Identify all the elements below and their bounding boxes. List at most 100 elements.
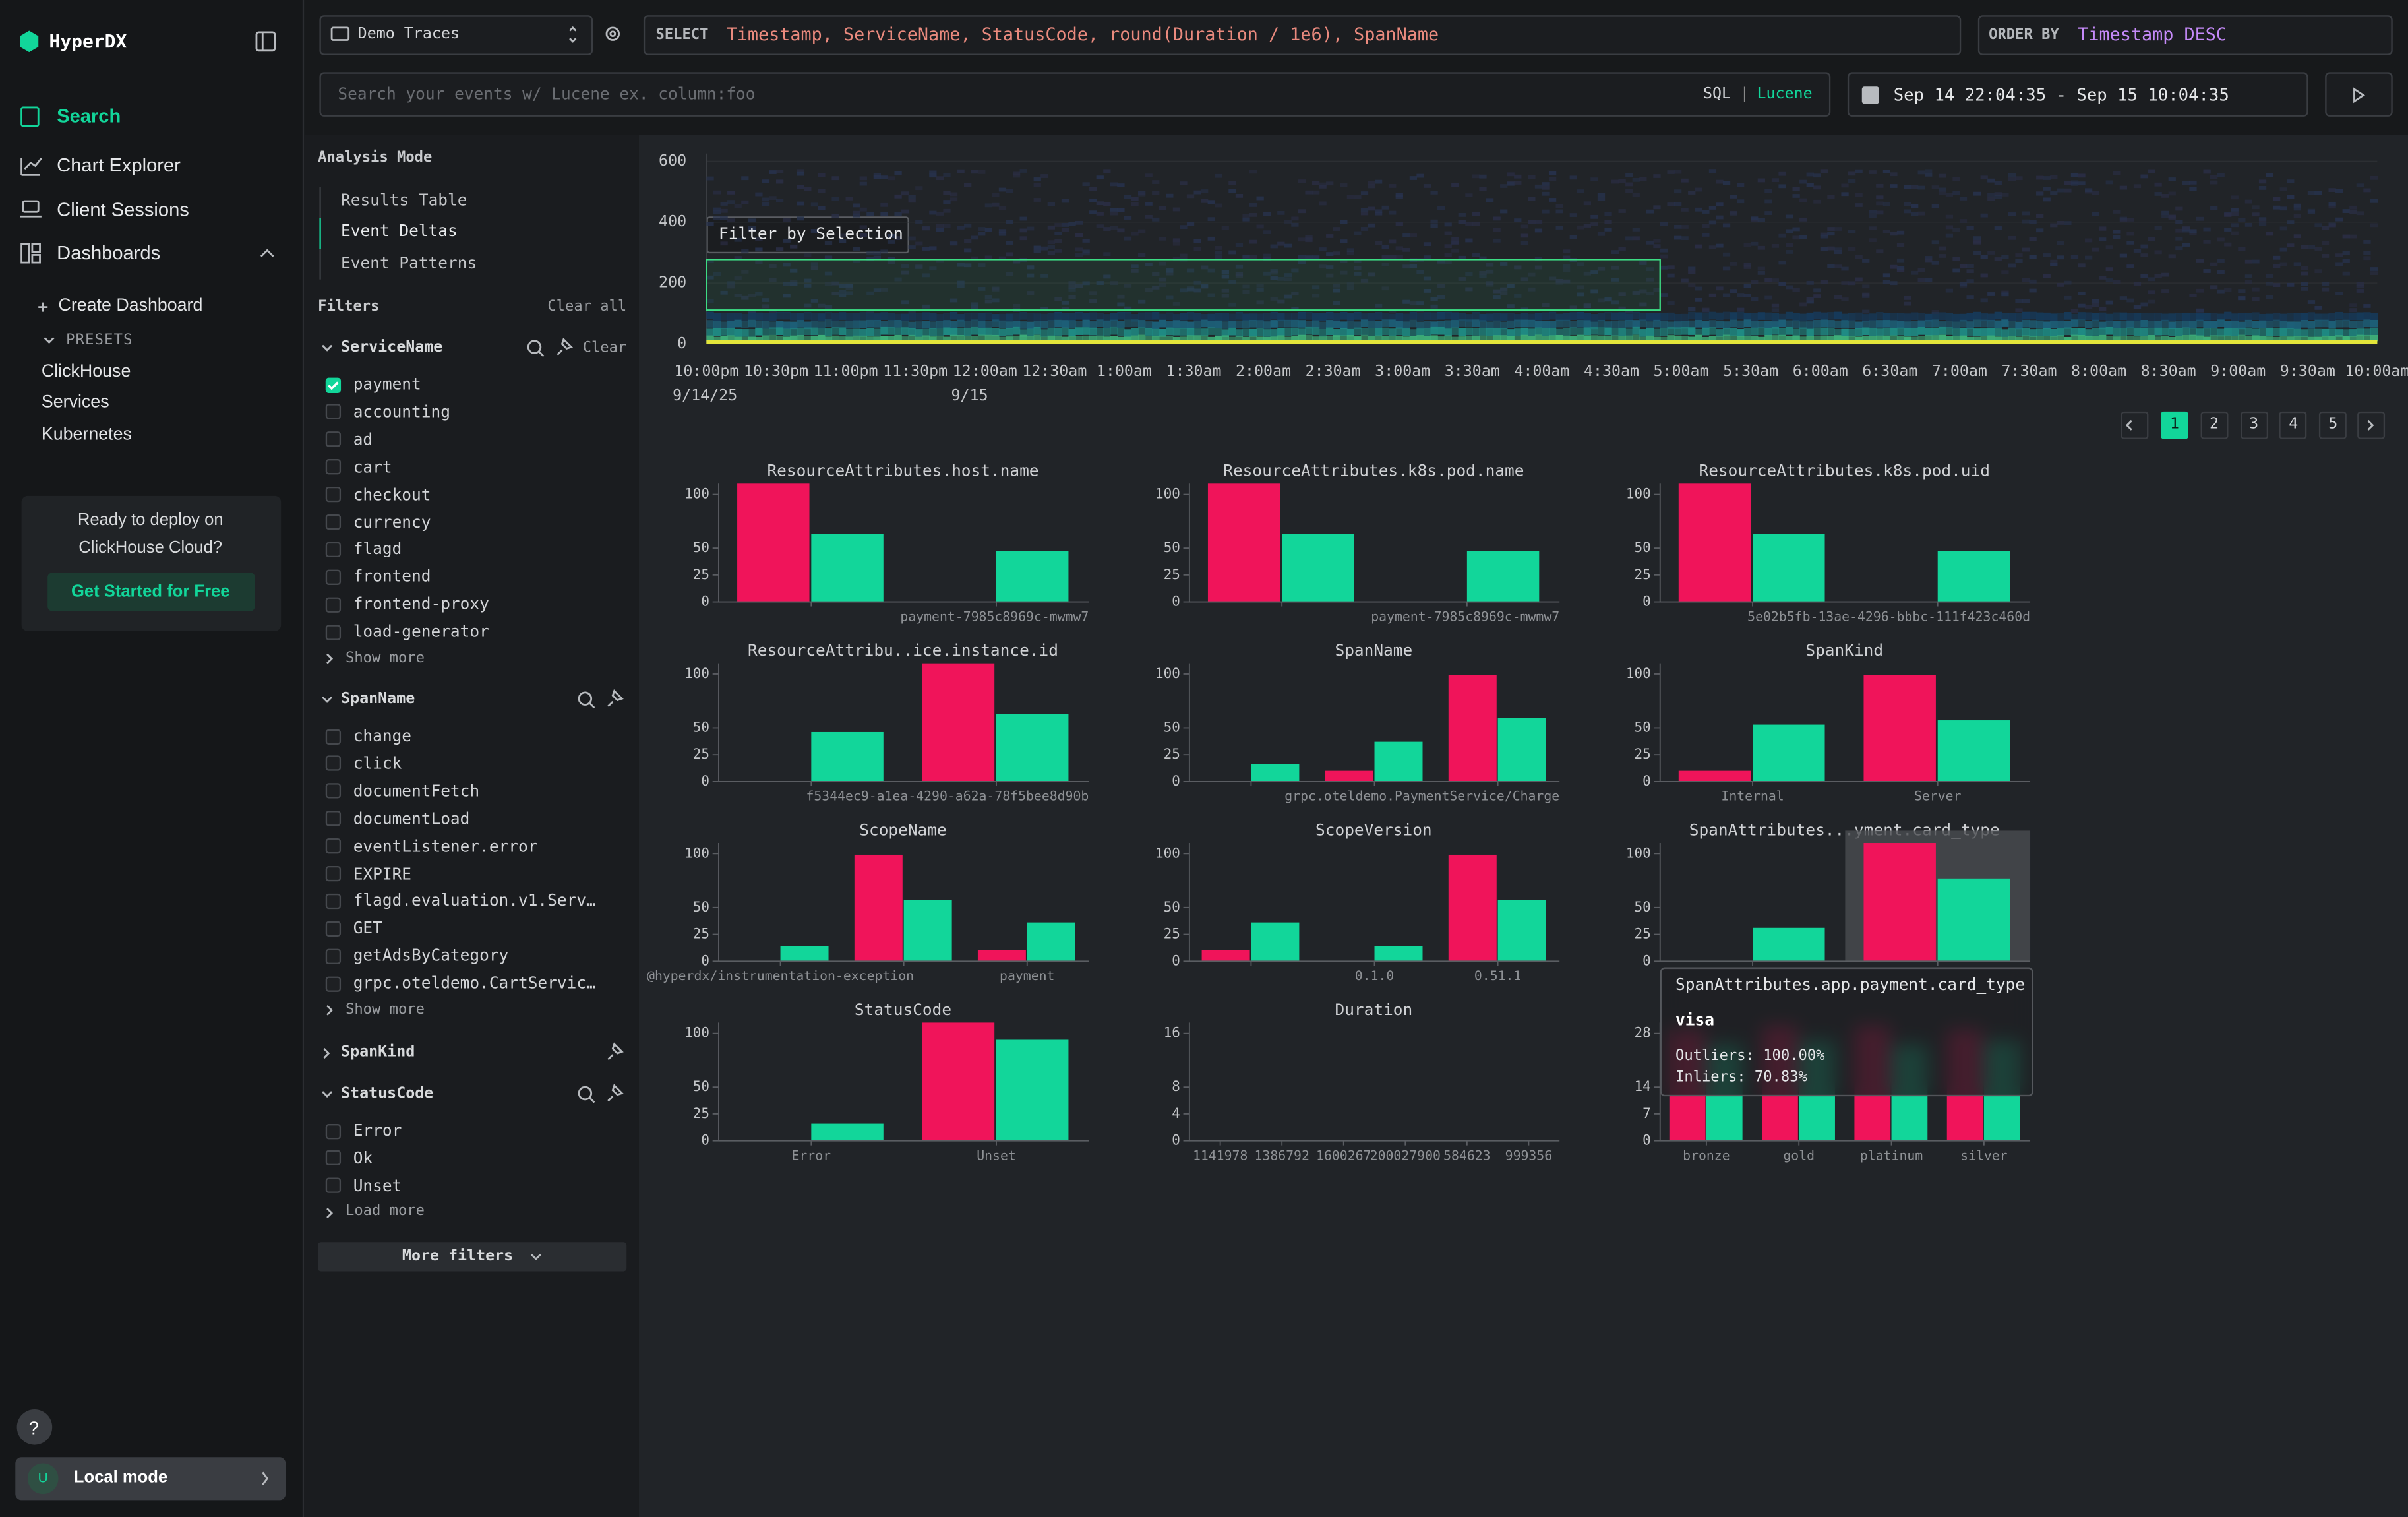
heatmap-cell: [964, 321, 971, 328]
preset-link[interactable]: Services: [42, 395, 109, 413]
checkbox[interactable]: [326, 948, 341, 964]
filter-option[interactable]: change: [353, 729, 411, 745]
checkbox[interactable]: [326, 569, 341, 584]
more-filters[interactable]: More filters: [402, 1250, 513, 1265]
checkbox[interactable]: [326, 542, 341, 557]
checkbox[interactable]: [326, 597, 341, 612]
heatmap-cell: [2238, 247, 2245, 251]
checkbox[interactable]: [326, 811, 341, 826]
filter-option[interactable]: flagd: [353, 542, 402, 558]
heatmap-cell: [2134, 249, 2141, 253]
checkbox[interactable]: [326, 729, 341, 744]
filter-option[interactable]: accounting: [353, 405, 450, 421]
page-number[interactable]: 1: [2170, 418, 2179, 433]
filter-option[interactable]: documentLoad: [353, 811, 470, 827]
page-number[interactable]: 4: [2289, 418, 2298, 433]
nav-item[interactable]: Client Sessions: [57, 201, 189, 220]
checkbox[interactable]: [326, 1151, 341, 1166]
user-mode[interactable]: Local mode: [74, 1470, 167, 1487]
heatmap-cell: [1570, 327, 1577, 335]
heatmap-cell: [706, 312, 713, 320]
heatmap-cell: [1514, 320, 1521, 328]
checkbox[interactable]: [326, 377, 341, 392]
select-expression[interactable]: Timestamp, ServiceName, StatusCode, roun…: [727, 26, 1439, 44]
heatmap-cell: [2015, 322, 2022, 330]
page-number[interactable]: 5: [2328, 418, 2337, 433]
filter-option[interactable]: Ok: [353, 1151, 373, 1167]
filter-option[interactable]: currency: [353, 514, 431, 530]
heatmap-cell: [1389, 239, 1396, 243]
checkbox[interactable]: [326, 1178, 341, 1193]
checkbox[interactable]: [326, 404, 341, 419]
filter-option[interactable]: GET: [353, 921, 382, 937]
filter-option[interactable]: Unset: [353, 1179, 402, 1194]
page-number[interactable]: 2: [2210, 418, 2219, 433]
mode-option[interactable]: Results Table: [341, 193, 467, 209]
nav-item[interactable]: Search: [57, 107, 121, 126]
checkbox[interactable]: [326, 866, 341, 881]
mode-option[interactable]: Event Patterns: [341, 256, 477, 272]
filter-selection-label[interactable]: Filter by Selection: [719, 227, 903, 243]
checkbox[interactable]: [326, 514, 341, 530]
help-text[interactable]: ?: [28, 1419, 39, 1437]
filter-group-name[interactable]: StatusCode: [341, 1087, 433, 1102]
heatmap-cell: [2043, 198, 2051, 202]
filter-group-name[interactable]: SpanName: [341, 693, 415, 708]
show-more[interactable]: Load more: [346, 1204, 425, 1219]
checkbox[interactable]: [326, 459, 341, 474]
checkbox[interactable]: [326, 625, 341, 640]
page-prev[interactable]: [2121, 412, 2148, 439]
checkbox[interactable]: [326, 894, 341, 909]
clear-all[interactable]: Clear all: [547, 300, 626, 315]
checkbox[interactable]: [326, 784, 341, 799]
promo-button-text[interactable]: Get Started for Free: [71, 584, 230, 602]
y-tick-label: 50: [1635, 719, 1651, 735]
filter-option[interactable]: frontend-proxy: [353, 597, 489, 613]
heatmap-cell: [2280, 314, 2287, 322]
page-number[interactable]: 3: [2249, 418, 2258, 433]
filter-option[interactable]: getAdsByCategory: [353, 949, 509, 965]
filter-option[interactable]: click: [353, 757, 402, 772]
filter-option[interactable]: load-generator: [353, 625, 489, 640]
mode-option[interactable]: Event Deltas: [341, 224, 458, 239]
filter-option[interactable]: payment: [353, 377, 421, 393]
checkbox[interactable]: [326, 432, 341, 447]
filter-option[interactable]: documentFetch: [353, 784, 479, 800]
show-more[interactable]: Show more: [346, 650, 425, 665]
search-placeholder[interactable]: Search your events w/ Lucene ex. column:…: [338, 87, 755, 103]
language-lucene[interactable]: Lucene: [1757, 88, 1812, 103]
page-next[interactable]: [2357, 412, 2385, 439]
preset-link[interactable]: Kubernetes: [42, 427, 132, 445]
checkbox[interactable]: [326, 976, 341, 991]
checkbox[interactable]: [326, 1123, 341, 1138]
checkbox[interactable]: [326, 921, 341, 936]
filter-option[interactable]: checkout: [353, 487, 431, 503]
filter-option[interactable]: Error: [353, 1123, 402, 1139]
heatmap-cell: [1215, 174, 1222, 178]
filter-option[interactable]: flagd.evaluation.v1.Serv…: [353, 894, 596, 910]
heatmap-cell: [1402, 233, 1410, 237]
create-dashboard[interactable]: Create Dashboard: [59, 298, 203, 316]
filter-option[interactable]: ad: [353, 432, 373, 448]
time-range[interactable]: Sep 14 22:04:35 - Sep 15 10:04:35: [1894, 87, 2229, 104]
show-more[interactable]: Show more: [346, 1003, 425, 1017]
checkbox[interactable]: [326, 756, 341, 771]
filter-option[interactable]: eventListener.error: [353, 839, 538, 855]
checkbox[interactable]: [326, 838, 341, 853]
filter-option[interactable]: cart: [353, 460, 392, 476]
nav-item[interactable]: Dashboards: [57, 244, 160, 263]
filter-option[interactable]: EXPIRE: [353, 867, 411, 882]
heatmap-cell: [1215, 246, 1222, 250]
nav-item[interactable]: Chart Explorer: [57, 156, 181, 175]
filter-group-name[interactable]: ServiceName: [341, 341, 442, 356]
source-name[interactable]: Demo Traces: [358, 28, 460, 43]
filter-option[interactable]: frontend: [353, 570, 431, 586]
y-tick-label: 25: [1635, 926, 1651, 942]
language-sql[interactable]: SQL: [1703, 88, 1731, 103]
checkbox[interactable]: [326, 487, 341, 502]
filter-group-name[interactable]: SpanKind: [341, 1045, 415, 1061]
order-expression[interactable]: Timestamp DESC: [2078, 26, 2227, 44]
filter-clear[interactable]: Clear: [583, 341, 627, 356]
preset-link[interactable]: ClickHouse: [42, 364, 131, 382]
filter-option[interactable]: grpc.oteldemo.CartServic…: [353, 976, 596, 992]
